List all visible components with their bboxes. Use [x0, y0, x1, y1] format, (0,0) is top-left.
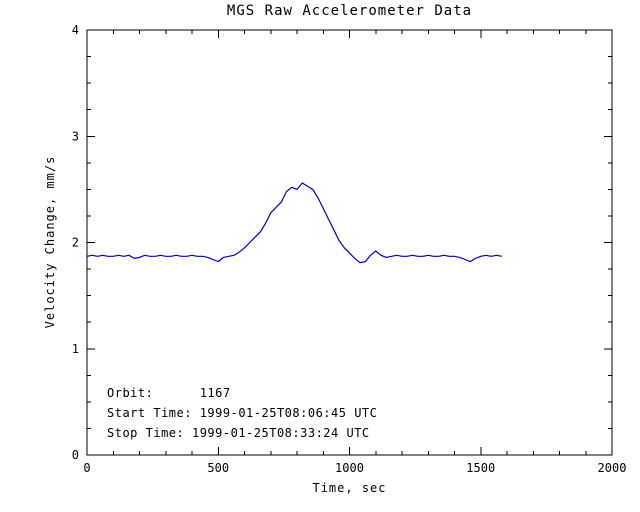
x-tick-label: 0: [83, 461, 90, 475]
annotation-stop-time: Stop Time: 1999-01-25T08:33:24 UTC: [107, 426, 370, 440]
data-series-line: [86, 182, 502, 264]
y-tick-label: 2: [72, 236, 79, 250]
x-tick-label: 1000: [335, 461, 364, 475]
annotation-start-time: Start Time: 1999-01-25T08:06:45 UTC: [107, 406, 378, 420]
y-tick-label: 0: [72, 448, 79, 462]
y-tick-label: 4: [72, 23, 79, 37]
y-axis-label: Velocity Change, mm/s: [43, 155, 57, 329]
chart-title: MGS Raw Accelerometer Data: [226, 3, 473, 19]
y-tick-label: 3: [72, 129, 79, 143]
x-axis-label: Time, sec: [312, 481, 387, 495]
annotation-orbit: Orbit: 1167: [107, 386, 231, 400]
x-tick-label: 2000: [598, 461, 627, 475]
y-tick-label: 1: [72, 342, 79, 356]
x-tick-label: 1500: [466, 461, 495, 475]
x-tick-label: 500: [207, 461, 229, 475]
